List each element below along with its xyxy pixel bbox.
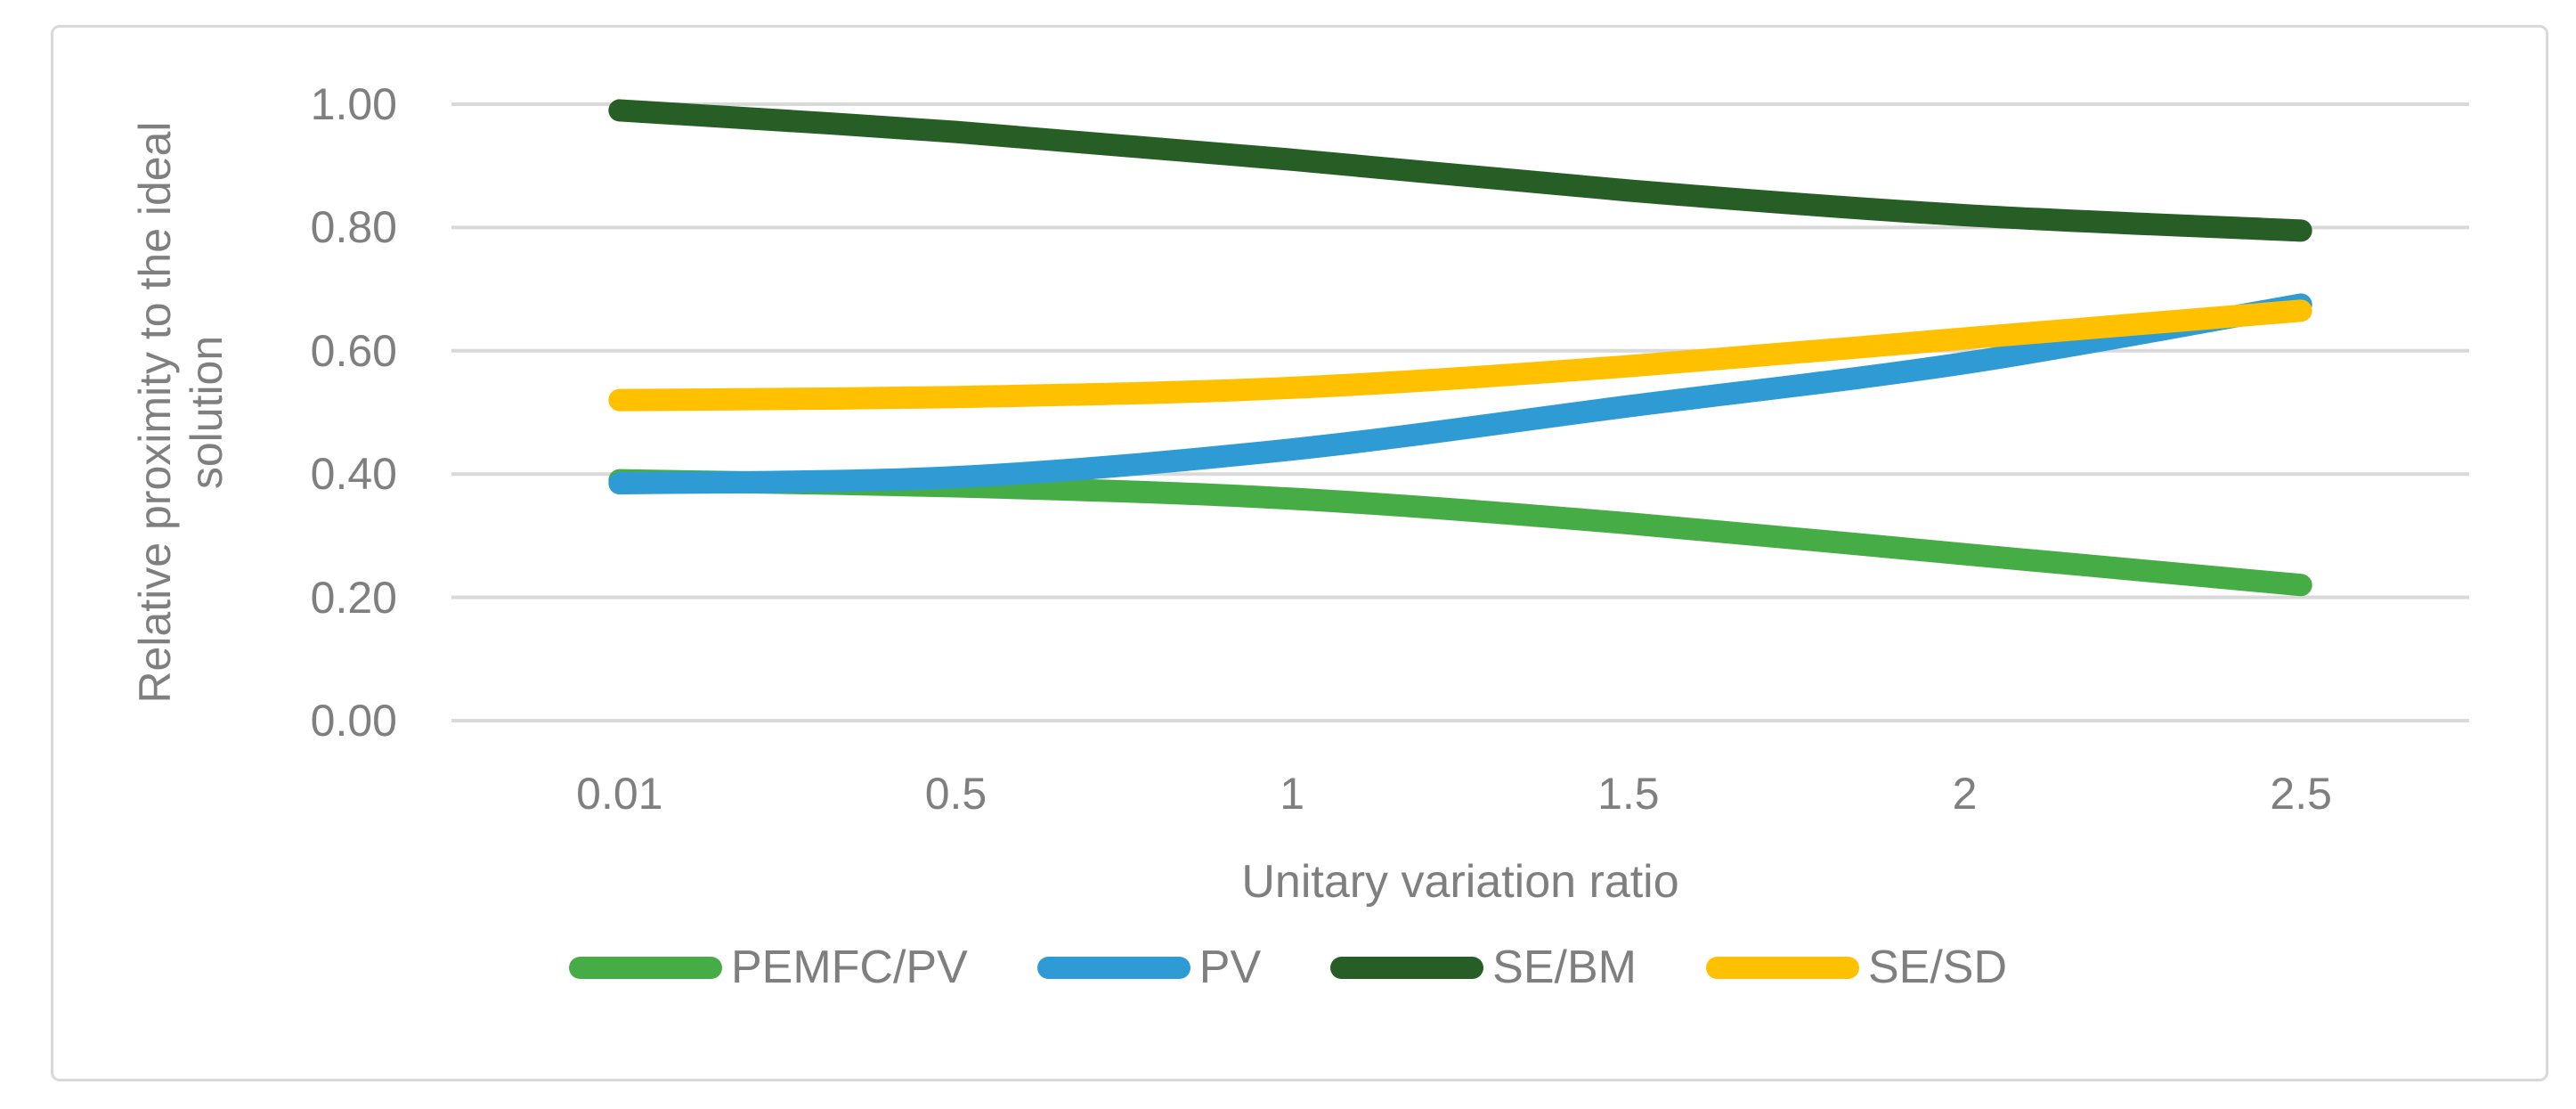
series-line-se-sd — [608, 299, 2312, 412]
y-tick-label-1.00: 1.00 — [310, 79, 397, 129]
y-tick-label-0.40: 0.40 — [310, 449, 397, 500]
legend-item-se-sd: SE/SD — [1705, 942, 2008, 993]
x-axis-title: Unitary variation ratio — [1241, 856, 1679, 908]
legend: PEMFC/PV PV SE/BM SE/SD — [0, 942, 2576, 992]
legend-swatch-icon — [1330, 956, 1484, 979]
series-lines — [608, 99, 2312, 597]
legend-label: SE/BM — [1492, 942, 1637, 993]
y-axis-title-line2: solution — [182, 335, 232, 490]
y-axis-title-line1: Relative proximity to the ideal — [130, 121, 180, 704]
x-tick-label-2.5: 2.5 — [2270, 769, 2332, 819]
chart-border-frame — [51, 25, 2548, 1081]
y-tick-label-0.80: 0.80 — [310, 202, 397, 253]
y-tick-label-0.20: 0.20 — [310, 572, 397, 623]
legend-swatch-icon — [568, 956, 722, 979]
series-line-se-bm — [608, 99, 2312, 242]
legend-swatch-icon — [1705, 956, 1859, 979]
series-line-pv — [608, 293, 2312, 495]
series-line-pemfc-pv — [608, 469, 2312, 597]
gridlines — [451, 102, 2469, 722]
legend-item-se-bm: SE/BM — [1330, 942, 1637, 992]
legend-label: PV — [1199, 942, 1262, 993]
legend-label: PEMFC/PV — [730, 942, 968, 993]
x-tick-label-1.5: 1.5 — [1597, 769, 1660, 819]
legend-swatch-icon — [1036, 956, 1190, 979]
x-tick-label-0.01: 0.01 — [576, 769, 663, 819]
x-tick-label-0.5: 0.5 — [924, 769, 987, 819]
x-tick-label-1: 1 — [1280, 769, 1305, 819]
y-tick-label-0.60: 0.60 — [310, 325, 397, 376]
y-tick-label-0.00: 0.00 — [310, 696, 397, 746]
legend-label: SE/SD — [1867, 942, 2008, 993]
legend-item-pemfc-pv: PEMFC/PV — [568, 942, 968, 993]
legend-item-pv: PV — [1036, 942, 1262, 993]
x-tick-label-2: 2 — [1952, 769, 1978, 819]
y-axis-title: Relative proximity to the ideal solution — [129, 12, 245, 813]
